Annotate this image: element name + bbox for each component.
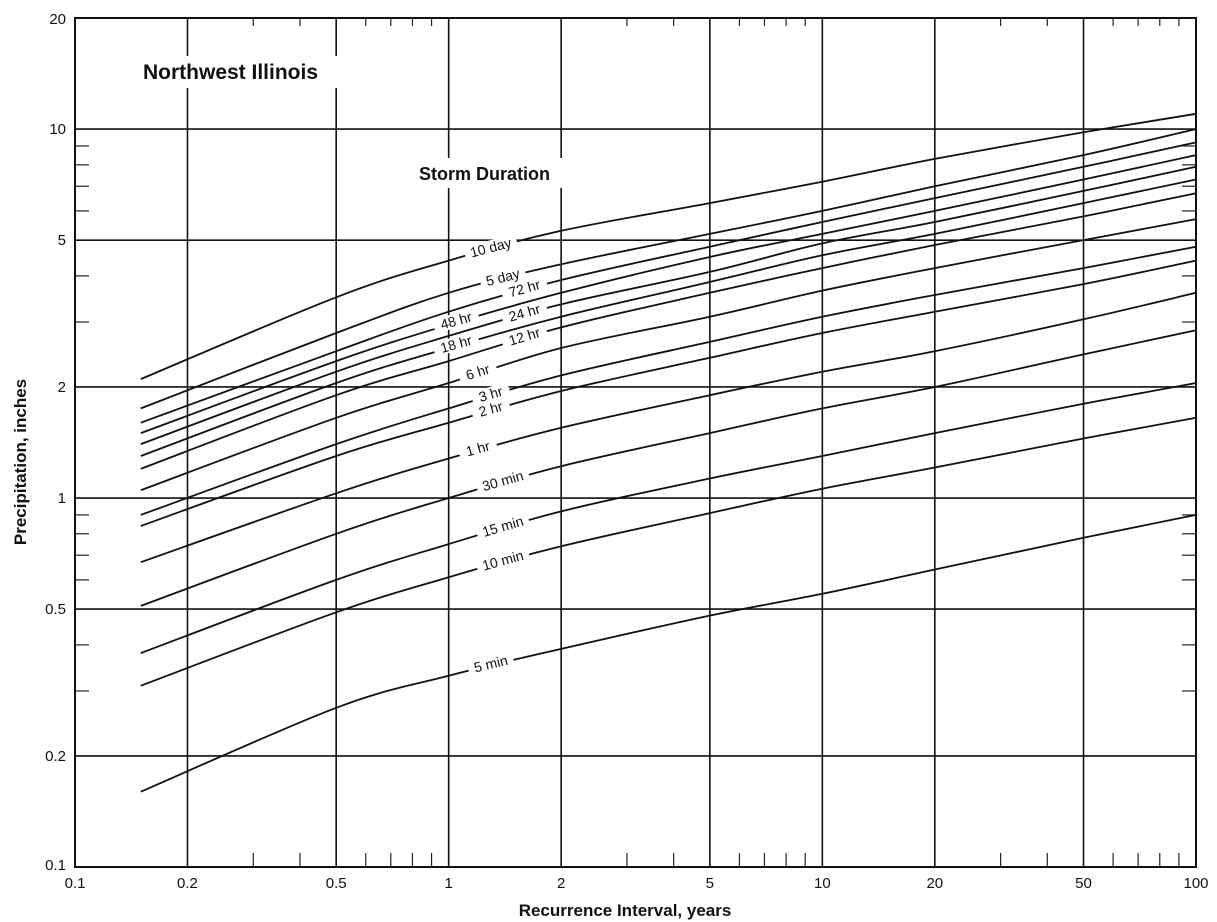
curve-label-backdrop bbox=[457, 436, 499, 461]
x-tick-label: 20 bbox=[926, 875, 943, 892]
curve-label-group: 1 hr bbox=[457, 436, 499, 461]
curve-label-group: 3 hr bbox=[470, 381, 512, 407]
curve-1-hr bbox=[140, 291, 1197, 564]
curve-label-backdrop bbox=[478, 264, 527, 290]
curve-label-backdrop bbox=[475, 546, 531, 575]
curve-label-backdrop bbox=[432, 307, 481, 334]
x-tick-label: 10 bbox=[814, 875, 831, 892]
curve-24-hr bbox=[140, 165, 1197, 445]
y-tick-label: 20 bbox=[49, 11, 66, 28]
curve-label-24-hr: 24 hr bbox=[507, 300, 542, 324]
curve-label-3-hr: 3 hr bbox=[477, 383, 505, 405]
y-tick-label: 2 bbox=[58, 379, 66, 396]
curve-label-backdrop bbox=[500, 323, 549, 350]
curve-label-backdrop bbox=[475, 466, 531, 495]
curve-label-15-min: 15 min bbox=[480, 513, 525, 540]
curve-label-backdrop bbox=[432, 330, 481, 357]
curve-label-10-day: 10 day bbox=[468, 234, 513, 260]
minor-tick-marks bbox=[75, 18, 1196, 867]
curve-12-hr bbox=[140, 192, 1197, 470]
x-tick-labels: 0.1 0.2 0.5 1 2 5 10 20 50 100 bbox=[65, 875, 1209, 892]
curve-label-backdrop bbox=[462, 233, 519, 261]
curve-label-5-min: 5 min bbox=[472, 652, 509, 675]
curve-48-hr bbox=[140, 154, 1197, 434]
curve-label-group: 10 min bbox=[475, 546, 531, 575]
curve-label-group: 48 hr bbox=[432, 307, 481, 334]
curve-5-min bbox=[140, 514, 1197, 793]
curve-2-hr bbox=[140, 259, 1197, 527]
curve-label-12-hr: 12 hr bbox=[507, 324, 542, 349]
x-tick-label: 2 bbox=[557, 875, 565, 892]
curve-10-day bbox=[140, 112, 1197, 380]
legend-title-backdrop bbox=[414, 158, 589, 188]
x-tick-label: 50 bbox=[1075, 875, 1092, 892]
curve-10-min bbox=[140, 416, 1197, 687]
plot-frame bbox=[74, 17, 1197, 868]
curve-18-hr bbox=[140, 178, 1197, 457]
curve-label-backdrop bbox=[475, 512, 531, 541]
curve-label-backdrop bbox=[466, 651, 515, 676]
curve-label-18-hr: 18 hr bbox=[439, 332, 474, 356]
x-tick-label: 0.1 bbox=[65, 875, 86, 892]
curve-15-min bbox=[140, 382, 1197, 654]
curve-72-hr bbox=[140, 141, 1197, 424]
curve-label-group: 30 min bbox=[475, 466, 531, 495]
curve-label-group: 15 min bbox=[475, 512, 531, 541]
x-tick-label: 0.2 bbox=[177, 875, 198, 892]
curve-label-2-hr: 2 hr bbox=[477, 398, 505, 420]
y-axis-title: Precipitation, inches bbox=[11, 379, 30, 545]
y-tick-label: 0.1 bbox=[45, 857, 66, 874]
y-tick-label: 0.5 bbox=[45, 601, 66, 618]
curve-label-group: 6 hr bbox=[457, 359, 499, 385]
curve-label-6-hr: 6 hr bbox=[464, 361, 492, 384]
x-tick-label: 100 bbox=[1183, 875, 1208, 892]
duration-curves bbox=[140, 112, 1197, 793]
title-backdrop bbox=[138, 56, 363, 88]
curve-label-1-hr: 1 hr bbox=[464, 437, 492, 459]
x-tick-label: 0.5 bbox=[326, 875, 347, 892]
curve-label-10-min: 10 min bbox=[480, 547, 525, 574]
curve-label-group: 2 hr bbox=[470, 396, 512, 421]
curve-label-backdrop bbox=[470, 396, 512, 421]
curve-30-min bbox=[140, 329, 1197, 607]
x-tick-label: 1 bbox=[444, 875, 452, 892]
chart-title: Northwest Illinois bbox=[143, 61, 318, 84]
y-tick-labels: 0.1 0.2 0.5 1 2 5 10 20 bbox=[45, 11, 66, 874]
y-tick-label: 5 bbox=[58, 232, 66, 249]
x-tick-label: 5 bbox=[706, 875, 714, 892]
y-tick-label: 1 bbox=[58, 490, 66, 507]
curve-label-48-hr: 48 hr bbox=[439, 308, 474, 332]
curve-3-hr bbox=[140, 245, 1197, 516]
major-gridlines bbox=[74, 17, 1197, 868]
curve-label-backdrop bbox=[470, 381, 512, 407]
curve-label-backdrop bbox=[500, 275, 549, 302]
legend-title: Storm Duration bbox=[419, 164, 550, 184]
x-axis-title: Recurrence Interval, years bbox=[519, 901, 732, 920]
curve-label-backdrop bbox=[457, 359, 499, 385]
y-tick-label: 10 bbox=[49, 121, 66, 138]
curve-6-hr bbox=[140, 218, 1197, 492]
curve-label-backdrop bbox=[500, 299, 549, 326]
curve-label-group: 10 day bbox=[462, 233, 519, 261]
curve-5-day bbox=[140, 128, 1197, 410]
curve-label-30-min: 30 min bbox=[480, 467, 525, 494]
curve-label-group: 5 min bbox=[466, 651, 515, 676]
y-tick-label: 0.2 bbox=[45, 748, 66, 765]
